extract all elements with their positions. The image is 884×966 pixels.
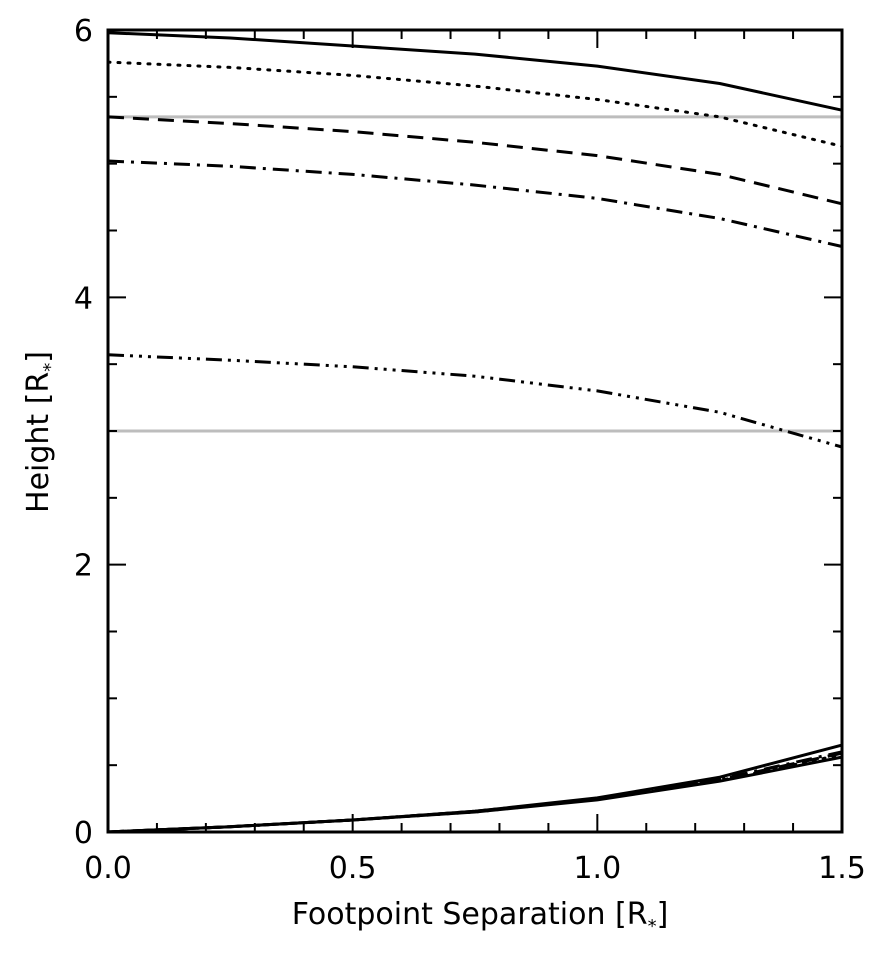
x-axis-title: Footpoint Separation [R*] bbox=[292, 897, 669, 937]
y-tick-label: 4 bbox=[74, 281, 93, 316]
series-line-2 bbox=[107, 115, 843, 206]
y-tick-label: 0 bbox=[74, 816, 93, 851]
y-tick-label: 2 bbox=[74, 549, 93, 584]
series-line-3 bbox=[107, 159, 843, 248]
x-tick-label: 0.0 bbox=[84, 851, 132, 886]
series-line-4 bbox=[107, 353, 843, 449]
x-axis: 0.0 0.5 1.0 1.5 bbox=[84, 30, 866, 886]
series-layer bbox=[106, 31, 844, 834]
series-line-1 bbox=[106, 60, 844, 148]
series-line-9 bbox=[107, 743, 843, 834]
y-axis-title: Height [R*] bbox=[21, 351, 61, 513]
reference-lines bbox=[108, 115, 842, 433]
series-line-0 bbox=[107, 31, 843, 112]
y-axis: 0 2 4 6 bbox=[74, 14, 842, 851]
y-tick-label: 6 bbox=[74, 14, 93, 49]
x-tick-label: 0.5 bbox=[329, 851, 377, 886]
x-tick-label: 1.5 bbox=[818, 851, 866, 886]
series-line-5 bbox=[107, 755, 843, 834]
series-line-7 bbox=[107, 751, 843, 834]
series-line-6 bbox=[106, 753, 844, 834]
x-tick-label: 1.0 bbox=[573, 851, 621, 886]
series-line-8 bbox=[107, 750, 843, 834]
